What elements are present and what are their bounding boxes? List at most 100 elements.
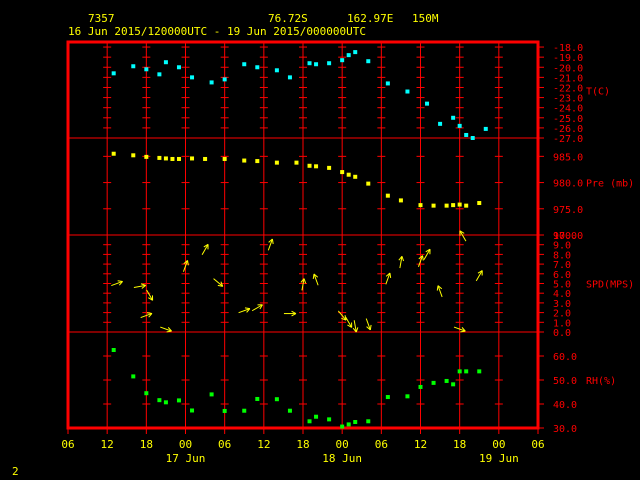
rh-point xyxy=(405,394,410,399)
wind-arrow-part xyxy=(401,256,405,262)
rh-point xyxy=(255,396,260,401)
x-tick-label: 12 xyxy=(101,438,114,451)
rh-point xyxy=(287,408,292,413)
wind-arrow-part xyxy=(399,256,403,269)
pressure-point xyxy=(294,160,299,165)
temperature-point xyxy=(470,136,475,140)
y-tick-label: -26.0 xyxy=(553,124,583,135)
wind-arrow xyxy=(312,273,319,286)
temperature-point xyxy=(425,101,430,106)
rh-point xyxy=(190,408,195,413)
temperature-point xyxy=(353,50,358,55)
wind-arrow xyxy=(423,248,431,260)
wind-arrow-part xyxy=(425,248,431,253)
wind-arrow-part xyxy=(271,238,274,245)
wind-arrow-part xyxy=(352,327,357,333)
wind-arrow xyxy=(453,326,466,333)
wind-arrow xyxy=(459,230,467,242)
pressure-point xyxy=(464,203,469,208)
temperature-point xyxy=(190,75,195,80)
pressure-point xyxy=(274,160,279,165)
wind-arrow-part xyxy=(148,297,153,301)
pressure-point xyxy=(314,164,319,169)
wind-arrow-part xyxy=(268,238,273,243)
wind-arrow-part xyxy=(167,327,172,332)
x-date-label: 19 Jun xyxy=(479,452,519,465)
y-tick-label: -24.0 xyxy=(553,104,583,115)
wind-arrow-part xyxy=(251,304,263,312)
wind-arrow-part xyxy=(417,255,424,267)
wind-arrow-part xyxy=(303,278,307,284)
temperature-point xyxy=(222,77,227,82)
wind-arrow xyxy=(385,272,392,285)
temperature-point xyxy=(314,62,319,67)
temperature-point xyxy=(157,72,162,77)
latitude: 76.72S xyxy=(268,12,308,25)
elevation: 150M xyxy=(412,12,439,25)
wind-arrow xyxy=(160,326,172,333)
pressure-point xyxy=(477,201,482,206)
temperature-point xyxy=(483,126,488,131)
wind-arrow-part xyxy=(437,285,443,290)
temperature-point xyxy=(457,123,462,128)
wind-arrow-part xyxy=(140,283,146,286)
y-tick-label: 10.0 xyxy=(553,231,577,242)
temperature-point xyxy=(346,53,351,58)
wind-arrow-part xyxy=(140,312,153,319)
rh-point xyxy=(209,392,214,397)
temperature-point xyxy=(131,64,136,69)
time-range: 16 Jun 2015/120000UTC - 19 Jun 2015/0000… xyxy=(68,25,367,38)
pressure-point xyxy=(157,155,162,160)
rh-point xyxy=(222,408,227,413)
y-tick-label: -23.0 xyxy=(553,94,583,105)
pressure-point xyxy=(327,165,332,170)
y-tick-label: -18.0 xyxy=(553,43,583,54)
wind-arrow xyxy=(133,283,147,289)
pressure-point xyxy=(457,202,462,207)
wind-arrow-part xyxy=(385,272,391,285)
pressure-point xyxy=(131,153,136,158)
wind-arrow-part xyxy=(213,278,224,287)
wind-arrow-part xyxy=(312,273,315,280)
pressure-point xyxy=(366,181,371,186)
rh-point xyxy=(477,369,482,374)
pressure-point xyxy=(222,156,227,161)
temperature-point xyxy=(438,121,443,126)
temperature-point xyxy=(327,61,332,66)
y-tick-label: 50.0 xyxy=(553,376,577,387)
wind-arrow-part xyxy=(246,308,251,313)
wind-arrow-part xyxy=(267,238,273,251)
x-date-label: 18 Jun xyxy=(322,452,362,465)
pressure-point xyxy=(418,203,423,208)
y-tick-label: 1.0 xyxy=(553,318,571,329)
wind-arrow-part xyxy=(166,330,172,333)
wind-arrow-part xyxy=(353,320,357,333)
wind-arrow-part xyxy=(133,284,146,288)
wind-arrow-part xyxy=(398,255,403,261)
wind-arrow-part xyxy=(422,255,424,261)
wind-arrow-part xyxy=(365,318,371,331)
wind-arrow-part xyxy=(477,270,483,274)
wind-arrow-part xyxy=(291,313,297,317)
temperature-point xyxy=(242,62,247,67)
y-tick-label: -20.0 xyxy=(553,63,583,74)
temperature-point xyxy=(464,132,469,137)
wind-arrow xyxy=(238,307,251,314)
y-tick-label: 6.0 xyxy=(553,270,571,281)
x-tick-label: 00 xyxy=(179,438,192,451)
pressure-point xyxy=(242,158,247,163)
rh-point xyxy=(431,380,436,385)
y-tick-label: 30.0 xyxy=(553,424,577,435)
wind-arrow-part xyxy=(203,243,209,248)
wind-arrow xyxy=(300,278,307,291)
pressure-point xyxy=(163,156,168,161)
x-tick-label: 06 xyxy=(375,438,388,451)
pressure-point xyxy=(346,172,351,177)
wind-arrow-part xyxy=(389,272,392,279)
rh-point xyxy=(242,408,247,413)
y-tick-label: 60.0 xyxy=(553,352,577,363)
wind-arrow-part xyxy=(244,307,250,310)
y-tick-label: 9.0 xyxy=(553,241,571,252)
pressure-point xyxy=(353,174,358,179)
pressure-point xyxy=(203,156,208,161)
